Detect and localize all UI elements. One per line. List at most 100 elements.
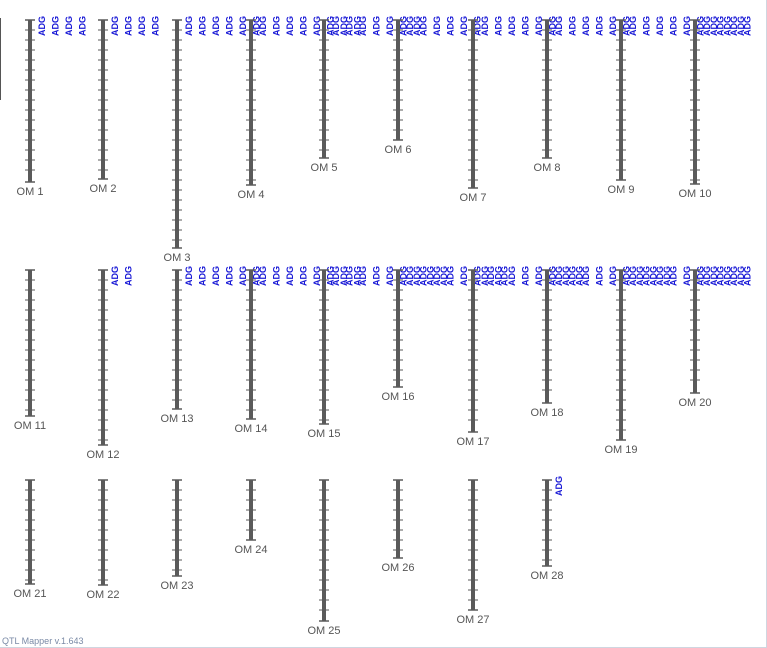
qtl-label[interactable]: ADG [312,16,322,36]
qtl-label[interactable]: ADG [500,266,510,286]
chromosome-bar[interactable] [175,480,179,576]
qtl-label[interactable]: ADG [622,16,632,36]
chromosome-27[interactable]: OM 27 [456,479,490,626]
qtl-label[interactable]: ADG [568,16,578,36]
qtl-label[interactable]: ADG [507,266,517,286]
chromosome-bar[interactable] [396,480,400,558]
qtl-label[interactable]: ADG [405,16,415,36]
qtl-label[interactable]: ADG [225,16,235,36]
qtl-label[interactable]: ADG [628,16,638,36]
chromosome-21[interactable]: OM 21 [13,479,47,600]
qtl-label[interactable]: ADG [326,16,336,36]
qtl-label[interactable]: ADG [595,16,605,36]
qtl-label[interactable]: ADG [534,266,544,286]
chromosome-bar[interactable] [101,270,105,445]
qtl-label[interactable]: ADG [662,266,672,286]
qtl-label[interactable]: ADG [507,16,517,36]
qtl-label[interactable]: ADG [473,266,483,286]
chromosome-22[interactable]: OM 22 [86,479,120,601]
chromosome-bar[interactable] [471,20,475,188]
qtl-label[interactable]: ADG [358,16,368,36]
qtl-label[interactable]: ADG [331,16,341,36]
qtl-label[interactable]: ADG [211,16,221,36]
qtl-label[interactable]: ADG [412,266,422,286]
qtl-label[interactable]: ADG [299,266,309,286]
qtl-label[interactable]: ADG [702,266,712,286]
qtl-label[interactable]: ADG [696,16,706,36]
chromosome-bar[interactable] [471,270,475,432]
qtl-label[interactable]: ADG [554,476,564,496]
qtl-label[interactable]: ADG [548,266,558,286]
qtl-label[interactable]: ADG [137,16,147,36]
chromosome-11[interactable]: OM 11 [14,269,46,432]
qtl-label[interactable]: ADG [736,266,746,286]
chromosome-bar[interactable] [545,270,549,403]
qtl-label[interactable]: ADG [682,16,692,36]
qtl-label[interactable]: ADG [480,266,490,286]
qtl-label[interactable]: ADG [184,16,194,36]
qtl-label[interactable]: ADG [723,266,733,286]
qtl-label[interactable]: ADG [211,266,221,286]
qtl-label[interactable]: ADG [696,266,706,286]
qtl-label[interactable]: ADG [622,266,632,286]
qtl-label[interactable]: ADG [399,16,409,36]
qtl-label[interactable]: ADG [419,16,429,36]
qtl-label[interactable]: ADG [339,266,349,286]
qtl-label[interactable]: ADG [446,16,456,36]
qtl-label[interactable]: ADG [51,16,61,36]
qtl-label[interactable]: ADG [494,16,504,36]
qtl-label[interactable]: ADG [432,16,442,36]
chromosome-bar[interactable] [101,480,105,585]
chromosome-bar[interactable] [322,270,326,424]
qtl-label[interactable]: ADG [37,16,47,36]
qtl-label[interactable]: ADG [554,266,564,286]
chromosome-24[interactable]: OM 24 [234,479,268,556]
chromosome-25[interactable]: OM 25 [307,479,341,637]
qtl-label[interactable]: ADG [331,266,341,286]
qtl-label[interactable]: ADG [608,16,618,36]
qtl-label[interactable]: ADG [258,266,268,286]
qtl-label[interactable]: ADG [521,266,531,286]
chromosome-bar[interactable] [249,20,253,185]
chromosome-bar[interactable] [28,480,32,584]
qtl-label[interactable]: ADG [238,16,248,36]
qtl-label[interactable]: ADG [412,16,422,36]
qtl-label[interactable]: ADG [405,266,415,286]
chromosome-bar[interactable] [322,20,326,158]
chromosome-bar[interactable] [249,270,253,419]
chromosome-bar[interactable] [28,270,32,416]
qtl-label[interactable]: ADG [743,266,753,286]
qtl-label[interactable]: ADG [151,16,161,36]
qtl-label[interactable]: ADG [743,16,753,36]
qtl-label[interactable]: ADG [272,266,282,286]
qtl-label[interactable]: ADG [642,16,652,36]
qtl-label[interactable]: ADG [358,266,368,286]
qtl-label[interactable]: ADG [628,266,638,286]
qtl-label[interactable]: ADG [709,266,719,286]
qtl-label[interactable]: ADG [473,16,483,36]
qtl-label[interactable]: ADG [480,16,490,36]
qtl-label[interactable]: ADG [575,266,585,286]
qtl-label[interactable]: ADG [385,16,395,36]
qtl-label[interactable]: ADG [548,16,558,36]
qtl-label[interactable]: ADG [554,16,564,36]
qtl-label[interactable]: ADG [655,16,665,36]
qtl-label[interactable]: ADG [669,16,679,36]
qtl-label[interactable]: ADG [716,266,726,286]
qtl-label[interactable]: ADG [124,16,134,36]
chromosome-bar[interactable] [545,480,549,566]
chromosome-bar[interactable] [175,20,179,248]
